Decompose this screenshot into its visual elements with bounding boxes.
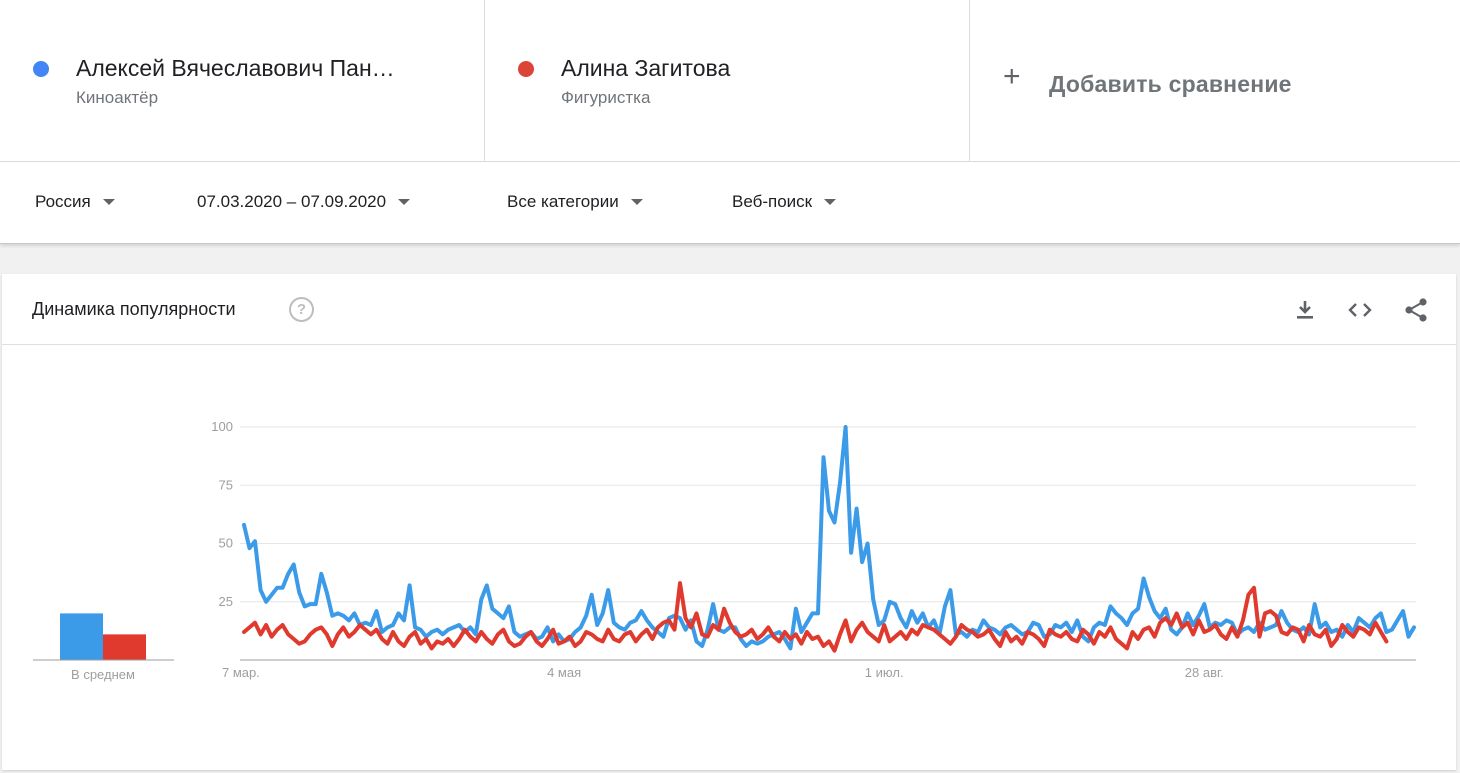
category-dropdown[interactable]: Все категории bbox=[507, 192, 643, 212]
filters-bar: Россия 07.03.2020 – 07.09.2020 Все катег… bbox=[0, 162, 1460, 244]
search-type-value: Веб-поиск bbox=[732, 192, 813, 211]
term-card-1[interactable]: Алексей Вячеславович Пан… Киноактёр bbox=[0, 0, 485, 161]
chevron-down-icon bbox=[824, 199, 837, 205]
share-icon[interactable] bbox=[1402, 296, 1430, 324]
series-color-dot bbox=[518, 61, 534, 77]
region-value: Россия bbox=[35, 192, 91, 211]
term-subtitle: Фигуристка bbox=[561, 88, 651, 107]
card-header: Динамика популярности ? bbox=[2, 274, 1456, 345]
add-comparison-label: Добавить сравнение bbox=[1049, 71, 1292, 97]
interest-over-time-card: Динамика популярности ? bbox=[2, 274, 1456, 770]
search-type-dropdown[interactable]: Веб-поиск bbox=[732, 192, 837, 212]
plus-icon: + bbox=[1003, 60, 1021, 93]
period-value: 07.03.2020 – 07.09.2020 bbox=[197, 192, 387, 211]
term-name: Алексей Вячеславович Пан… bbox=[76, 55, 395, 81]
download-icon[interactable] bbox=[1291, 296, 1319, 324]
category-value: Все категории bbox=[507, 192, 619, 211]
compare-terms-bar: Алексей Вячеславович Пан… Киноактёр Алин… bbox=[0, 0, 1460, 162]
chevron-down-icon bbox=[398, 199, 411, 205]
region-dropdown[interactable]: Россия bbox=[35, 192, 115, 212]
chevron-down-icon bbox=[630, 199, 643, 205]
help-icon[interactable]: ? bbox=[289, 297, 314, 322]
chevron-down-icon bbox=[102, 199, 115, 205]
period-dropdown[interactable]: 07.03.2020 – 07.09.2020 bbox=[197, 192, 411, 212]
series-color-dot bbox=[33, 61, 49, 77]
add-comparison-button[interactable]: + Добавить сравнение bbox=[970, 0, 1460, 161]
embed-code-icon[interactable] bbox=[1346, 296, 1374, 324]
term-subtitle: Киноактёр bbox=[76, 88, 159, 107]
card-title: Динамика популярности bbox=[32, 299, 236, 319]
term-name: Алина Загитова bbox=[561, 55, 731, 81]
term-card-2[interactable]: Алина Загитова Фигуристка bbox=[485, 0, 970, 161]
